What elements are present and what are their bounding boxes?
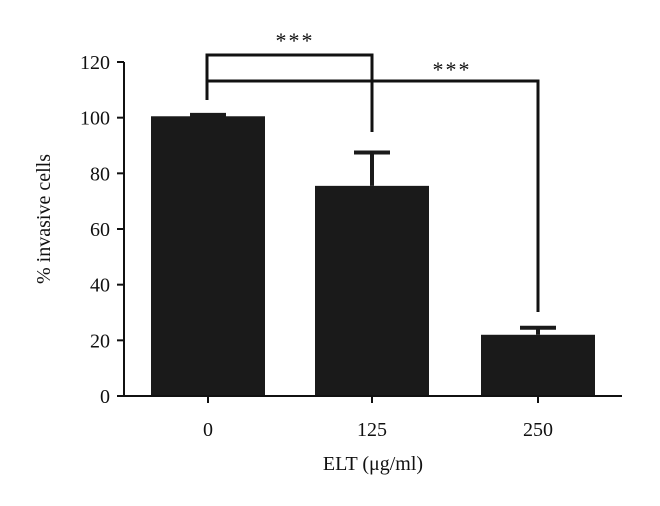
- x-tick-label: 0: [203, 419, 213, 441]
- x-tick-label: 125: [357, 419, 387, 441]
- bars-group: [151, 116, 595, 397]
- y-tick-label: 80: [90, 163, 110, 185]
- y-tick-label: 40: [90, 275, 110, 297]
- error-bars-group: [190, 112, 556, 335]
- y-tick-label: 20: [90, 330, 110, 352]
- significance-brackets: *** ***: [205, 28, 540, 312]
- x-axis-ticks: 0 125 250: [203, 396, 553, 441]
- y-tick-label: 120: [80, 52, 110, 74]
- x-axis-label: ELT (μg/ml): [323, 453, 423, 475]
- significance-label: ***: [433, 57, 472, 82]
- y-tick-label: 60: [90, 219, 110, 241]
- y-tick-label: 100: [80, 108, 110, 130]
- significance-bracket: [207, 79, 540, 312]
- bar: [481, 334, 595, 396]
- y-axis-label: % invasive cells: [33, 154, 55, 284]
- bar: [151, 116, 265, 397]
- x-tick-label: 250: [523, 419, 553, 441]
- significance-label: ***: [276, 28, 315, 53]
- y-axis-ticks: 0 20 40 60 80 100 120: [80, 52, 124, 408]
- y-tick-label: 0: [100, 386, 110, 408]
- bar: [315, 185, 429, 396]
